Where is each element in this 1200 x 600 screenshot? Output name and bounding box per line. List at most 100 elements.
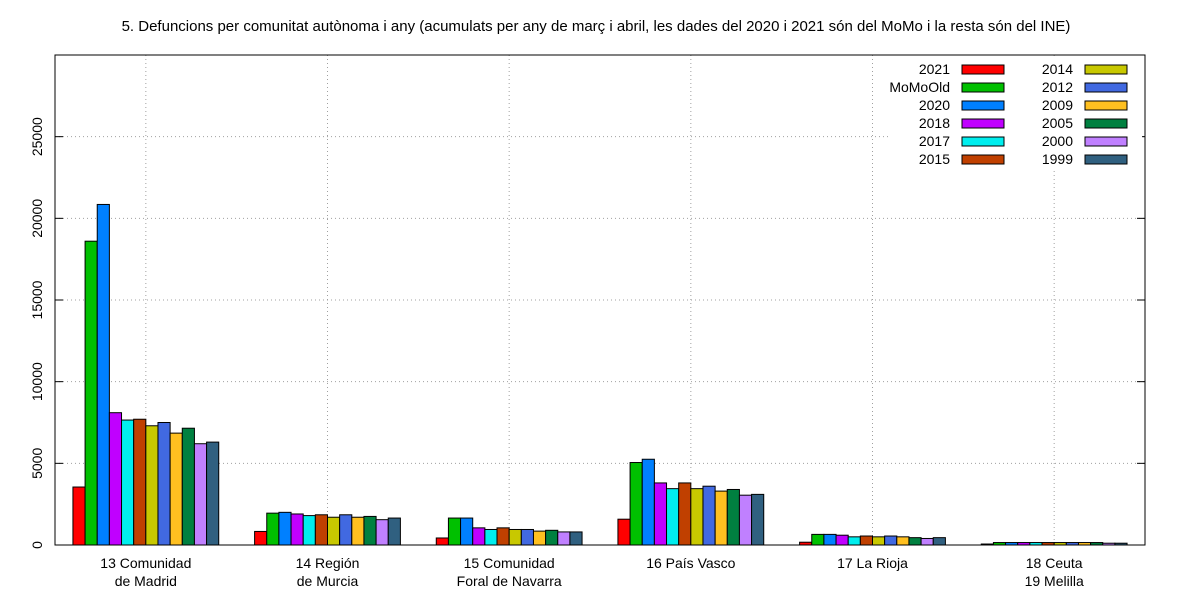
legend-background [888, 58, 1142, 170]
legend-label: 1999 [1042, 151, 1073, 167]
legend-label: 2012 [1042, 79, 1073, 95]
y-tick-label: 25000 [29, 117, 45, 156]
bar-2014 [145, 425, 159, 546]
bar-2009 [351, 516, 365, 546]
bar-2009 [896, 536, 910, 546]
bar-2018 [472, 527, 486, 546]
bar-2005 [908, 537, 922, 546]
legend-swatch [961, 118, 1005, 129]
bar-2005 [726, 488, 740, 546]
x-category-label: de Murcia [297, 573, 359, 589]
bar-2017 [847, 536, 861, 546]
legend-label: 2020 [919, 97, 950, 113]
bars [72, 203, 1128, 546]
bar-2000 [557, 531, 571, 546]
x-category-label: 18 Ceuta [1026, 555, 1083, 571]
x-axis-categories: 13 Comunidad de Madrid 14 Región de Murcia 1… [100, 555, 1084, 589]
y-tick-label: 15000 [29, 280, 45, 319]
x-category-label: Foral de Navarra [457, 573, 562, 589]
bar-2020 [278, 511, 292, 546]
y-axis-ticks: 0 5000 10000 15000 20000 25000 [29, 117, 1145, 549]
bar-2009 [169, 432, 183, 546]
x-category-label: de Madrid [115, 573, 177, 589]
bar-2012 [702, 485, 716, 546]
bar-2012 [520, 528, 534, 546]
bar-2005 [363, 515, 377, 546]
bar-2015 [678, 482, 692, 546]
legend-label: MoMoOld [889, 79, 950, 95]
legend: 2021 MoMoOld 2020 2018 2017 2015 2014 2012 2009 2… [888, 58, 1142, 170]
bar-2020 [460, 517, 474, 546]
legend-label: 2005 [1042, 115, 1073, 131]
bar-2012 [339, 514, 353, 546]
x-category-label: 14 Región [296, 555, 360, 571]
legend-swatch [961, 136, 1005, 147]
x-category-label: 13 Comunidad [100, 555, 191, 571]
bar-2017 [484, 528, 498, 546]
bar-2015 [496, 527, 510, 546]
legend-swatch [1084, 136, 1128, 147]
bar-2012 [157, 422, 171, 546]
bar-2021 [617, 518, 631, 546]
x-category-label: 19 Melilla [1025, 573, 1084, 589]
y-tick-label: 20000 [29, 199, 45, 238]
x-category-label: 15 Comunidad [464, 555, 555, 571]
legend-swatch [1084, 118, 1128, 129]
bar-2000 [193, 443, 208, 546]
legend-label: 2014 [1042, 61, 1073, 77]
bar-2014 [327, 516, 341, 546]
bar-2020 [823, 533, 837, 546]
y-tick-label: 0 [29, 541, 45, 549]
bar-2020 [96, 203, 110, 546]
bar-1999 [206, 441, 220, 546]
bar-2015 [314, 514, 329, 546]
bar-2000 [738, 494, 753, 546]
x-category-label: 16 País Vasco [646, 555, 735, 571]
bar-2005 [545, 529, 559, 546]
bar-2009 [532, 530, 547, 546]
plot-frame [54, 54, 1146, 546]
bar-2000 [375, 519, 389, 546]
bar-2000 [920, 537, 934, 546]
x-category-label: 17 La Rioja [837, 555, 908, 571]
bar-2012 [884, 535, 898, 546]
bar-2018 [108, 412, 123, 546]
legend-swatch [1084, 154, 1128, 165]
bar-momoold [266, 512, 280, 546]
legend-swatch [1084, 82, 1128, 93]
bar-2021 [72, 486, 86, 546]
chart-title: 5. Defuncions per comunitat autònoma i a… [122, 18, 1071, 35]
bar-2015 [133, 418, 147, 546]
bar-2009 [714, 490, 728, 546]
legend-swatch [1084, 64, 1128, 75]
bar-2014 [690, 488, 704, 546]
bar-2015 [859, 535, 873, 546]
bar-2014 [508, 528, 522, 546]
bar-1999 [569, 531, 583, 546]
bar-momoold [811, 533, 825, 546]
bar-1999 [751, 493, 765, 546]
y-tick-label: 10000 [29, 362, 45, 401]
legend-label: 2021 [919, 61, 950, 77]
legend-swatch [961, 100, 1005, 111]
bar-2018 [290, 513, 304, 546]
bar-2005 [181, 427, 195, 546]
bar-momoold [629, 462, 643, 546]
bar-momoold [447, 517, 462, 546]
bar-2021 [435, 537, 449, 546]
legend-label: 2015 [919, 151, 950, 167]
legend-swatch [961, 154, 1005, 165]
legend-label: 2018 [919, 115, 950, 131]
bar-2021 [254, 530, 268, 546]
legend-label: 2017 [919, 133, 950, 149]
bar-1999 [387, 517, 401, 546]
legend-label: 2000 [1042, 133, 1073, 149]
legend-label: 2009 [1042, 97, 1073, 113]
legend-swatch [961, 64, 1005, 75]
bar-2017 [121, 419, 135, 546]
bar-2018 [835, 534, 849, 546]
bar-momoold [84, 240, 98, 546]
bar-2018 [653, 482, 668, 546]
bar-2017 [666, 488, 680, 546]
